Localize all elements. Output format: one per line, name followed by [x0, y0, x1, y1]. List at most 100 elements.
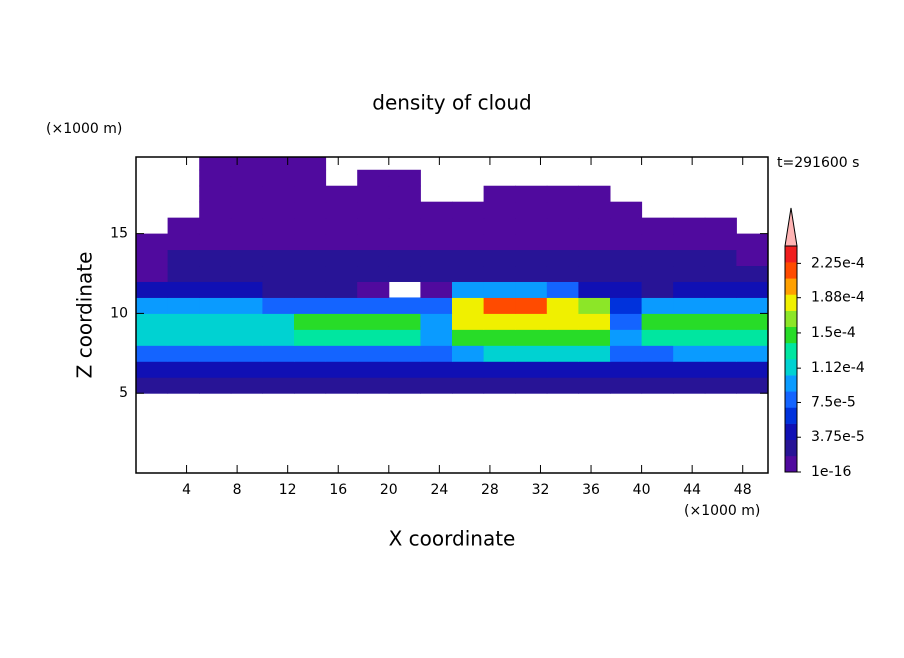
contour-cell	[704, 361, 737, 378]
contour-cell	[357, 329, 390, 346]
x-axis-label: X coordinate	[389, 527, 516, 551]
contour-cell	[357, 281, 390, 298]
contour-cell	[262, 201, 295, 219]
contour-cell	[230, 157, 263, 171]
contour-cell	[452, 313, 485, 330]
contour-cell	[704, 345, 737, 362]
contour-cell	[325, 345, 358, 362]
contour-cell	[673, 377, 706, 394]
contour-cell	[262, 217, 295, 235]
contour-cell	[294, 361, 327, 378]
contour-cell	[136, 265, 169, 282]
contour-cell	[578, 233, 611, 251]
colorbar-band	[785, 310, 797, 328]
x-tick-label: 24	[430, 482, 448, 498]
contour-cell	[641, 281, 674, 298]
contour-cell	[357, 201, 390, 219]
contour-cell	[325, 233, 358, 251]
contour-cell	[736, 329, 768, 346]
contour-cell	[388, 297, 421, 314]
contour-cell	[230, 217, 263, 235]
colorbar-band	[785, 375, 797, 392]
contour-cell	[325, 313, 358, 330]
contour-cell	[483, 217, 516, 235]
colorbar-frame	[784, 245, 798, 473]
subtitle: t=291600 s	[777, 155, 859, 171]
contour-cell	[578, 329, 611, 346]
contour-cell	[230, 313, 263, 330]
contour-cell	[610, 297, 643, 314]
contour-cell	[357, 313, 390, 330]
contour-cell	[136, 233, 169, 251]
contour-cell	[262, 377, 295, 394]
contour-cell	[325, 329, 358, 346]
x-tick-label: 44	[683, 482, 701, 498]
contour-cell	[515, 249, 548, 267]
contour-cell	[515, 185, 548, 203]
contour-cell	[388, 185, 421, 203]
contour-cell	[325, 281, 358, 298]
colorbar-overflow	[784, 207, 798, 247]
contour-cell	[641, 249, 674, 267]
contour-cell	[199, 281, 232, 298]
contour-cell	[199, 377, 232, 394]
contour-cell	[420, 345, 453, 362]
contour-cell	[199, 249, 232, 267]
contour-cell	[294, 233, 327, 251]
contour-cell	[483, 201, 516, 219]
contour-cell	[578, 265, 611, 282]
contour-cell	[546, 217, 579, 235]
contour-cell	[199, 345, 232, 362]
contour-cell	[578, 361, 611, 378]
contour-cell	[357, 361, 390, 378]
contour-cell	[610, 313, 643, 330]
contour-cell	[736, 377, 768, 394]
x-tick-label: 20	[380, 482, 398, 498]
colorbar-band	[785, 326, 797, 344]
contour-cell	[483, 313, 516, 330]
y-tick-label: 10	[110, 305, 128, 321]
y-tick-label: 5	[119, 385, 128, 401]
contour-cell	[452, 377, 485, 394]
contour-cell	[641, 377, 674, 394]
contour-cell	[546, 201, 579, 219]
colorbar-tick-label: 1.12e-4	[811, 360, 865, 376]
colorbar-band	[785, 294, 797, 311]
contour-cell	[610, 329, 643, 346]
contour-cell	[673, 281, 706, 298]
contour-cell	[641, 297, 674, 314]
contour-cell	[230, 297, 263, 314]
colorbar-band	[785, 455, 797, 473]
contour-cell	[294, 281, 327, 298]
contour-cell	[388, 361, 421, 378]
contour-cell	[578, 201, 611, 219]
contour-cell	[420, 361, 453, 378]
contour-cell	[357, 377, 390, 394]
contour-cell	[420, 265, 453, 282]
contour-cell	[673, 217, 706, 235]
contour-cell	[388, 233, 421, 251]
contour-cell	[483, 377, 516, 394]
contour-cell	[452, 345, 485, 362]
contour-cell	[388, 201, 421, 219]
x-tick-label: 16	[329, 482, 347, 498]
contour-cell	[230, 249, 263, 267]
contour-cell	[262, 265, 295, 282]
contour-cell	[325, 249, 358, 267]
contour-cell	[167, 345, 200, 362]
contour-cell	[452, 265, 485, 282]
contour-cell	[230, 185, 263, 203]
contour-cell	[704, 217, 737, 235]
contour-cell	[325, 185, 358, 203]
contour-cell	[357, 233, 390, 251]
contour-cell	[136, 313, 169, 330]
contour-cell	[199, 185, 232, 203]
contour-cell	[515, 265, 548, 282]
contour-cell	[294, 297, 327, 314]
contour-cell	[199, 201, 232, 219]
contour-cell	[325, 201, 358, 219]
contour-cell	[736, 281, 768, 298]
contour-cell	[167, 249, 200, 267]
contour-cell	[262, 297, 295, 314]
contour-cell	[673, 249, 706, 267]
